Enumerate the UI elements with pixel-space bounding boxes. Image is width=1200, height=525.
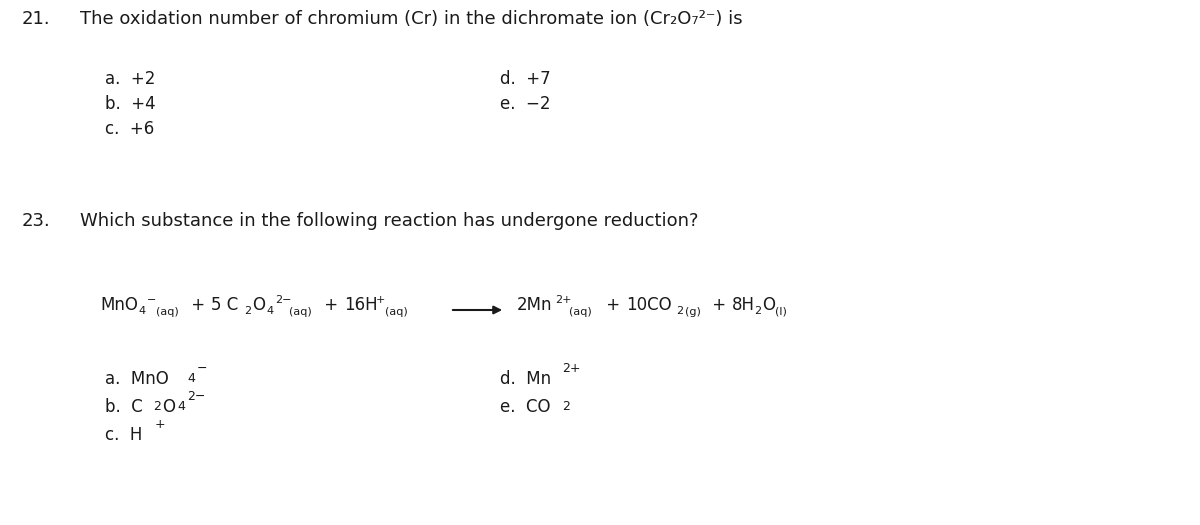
Text: d.  Mn: d. Mn [500, 370, 551, 388]
Text: (aq): (aq) [156, 307, 179, 317]
Text: 4: 4 [187, 372, 194, 385]
Text: e.  CO: e. CO [500, 398, 551, 416]
Text: 2: 2 [676, 306, 683, 316]
Text: b.  +4: b. +4 [106, 95, 156, 113]
Text: +: + [155, 418, 166, 431]
Text: 2: 2 [154, 400, 161, 413]
Text: −: − [197, 362, 208, 375]
Text: 5 C: 5 C [211, 296, 239, 314]
Text: O: O [762, 296, 775, 314]
Text: O: O [162, 398, 175, 416]
Text: 16H: 16H [344, 296, 378, 314]
Text: b.  C: b. C [106, 398, 143, 416]
Text: 4: 4 [266, 306, 274, 316]
Text: 23.: 23. [22, 212, 50, 230]
Text: −: − [148, 295, 156, 305]
Text: 2+: 2+ [562, 362, 581, 375]
Text: c.  H: c. H [106, 426, 143, 444]
Text: 10CO: 10CO [626, 296, 672, 314]
Text: 21.: 21. [22, 10, 50, 28]
Text: (aq): (aq) [569, 307, 592, 317]
Text: (l): (l) [775, 307, 787, 317]
Text: +: + [186, 296, 210, 314]
Text: 2: 2 [754, 306, 761, 316]
Text: (aq): (aq) [385, 307, 408, 317]
Text: The oxidation number of chromium (Cr) in the dichromate ion (Cr₂O₇²⁻) is: The oxidation number of chromium (Cr) in… [80, 10, 743, 28]
Text: 2−: 2− [187, 390, 205, 403]
Text: 4: 4 [138, 306, 145, 316]
Text: (g): (g) [685, 307, 701, 317]
Text: MnO: MnO [100, 296, 138, 314]
Text: 4: 4 [178, 400, 185, 413]
Text: 2−: 2− [275, 295, 292, 305]
Text: Which substance in the following reaction has undergone reduction?: Which substance in the following reactio… [80, 212, 698, 230]
Text: 2: 2 [562, 400, 570, 413]
Text: 8H: 8H [732, 296, 755, 314]
Text: e.  −2: e. −2 [500, 95, 551, 113]
Text: 2Mn: 2Mn [517, 296, 552, 314]
Text: +: + [319, 296, 343, 314]
Text: O: O [252, 296, 265, 314]
Text: (aq): (aq) [289, 307, 312, 317]
Text: +: + [707, 296, 731, 314]
Text: d.  +7: d. +7 [500, 70, 551, 88]
Text: c.  +6: c. +6 [106, 120, 155, 138]
Text: +: + [376, 295, 385, 305]
Text: 2: 2 [244, 306, 251, 316]
Text: 2+: 2+ [554, 295, 571, 305]
Text: a.  +2: a. +2 [106, 70, 155, 88]
Text: a.  MnO: a. MnO [106, 370, 169, 388]
Text: +: + [601, 296, 625, 314]
